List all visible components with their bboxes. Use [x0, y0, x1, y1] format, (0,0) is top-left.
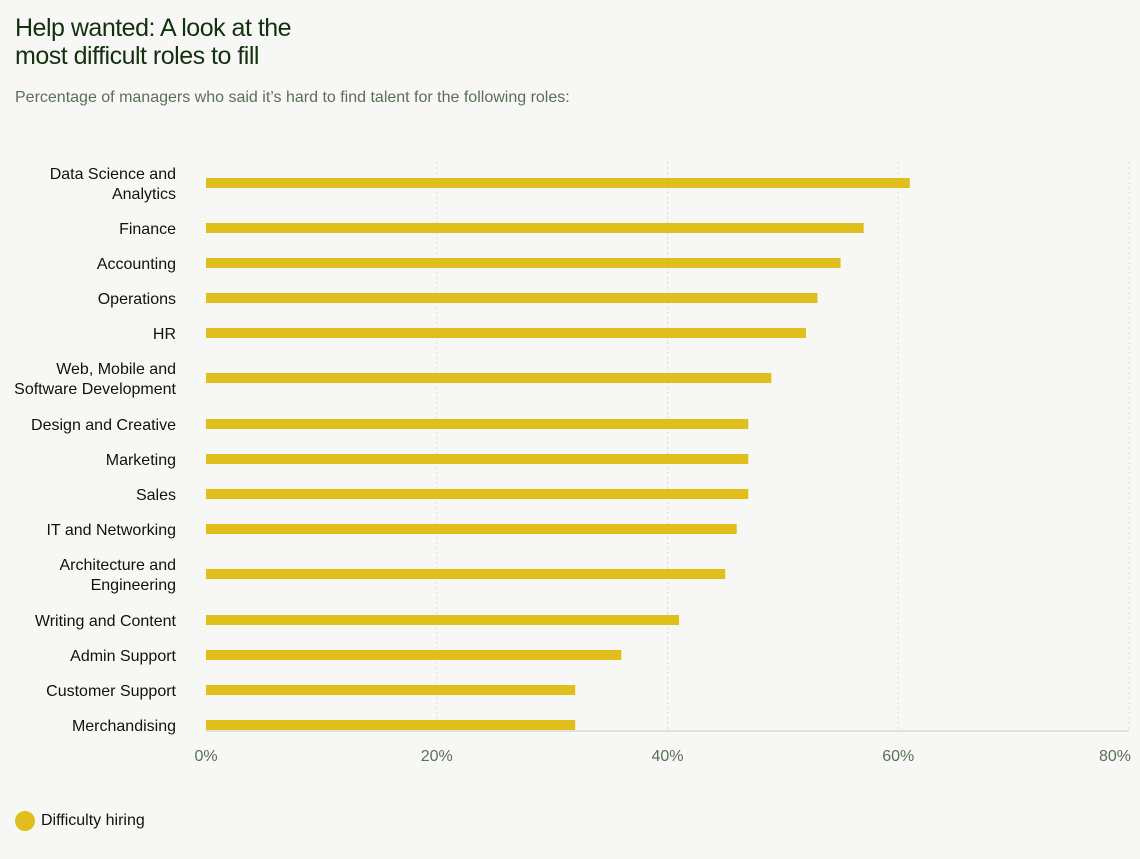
- category-label: Data Science and Analytics: [50, 166, 176, 203]
- category-label: Admin Support: [70, 648, 176, 665]
- bar: [206, 489, 749, 499]
- bar-chart: 0% 20% 40% 60% 80% Data Science and Analytics F…: [14, 162, 1131, 765]
- legend-swatch: [15, 811, 35, 831]
- bar: [206, 569, 726, 579]
- bar: [206, 685, 576, 695]
- legend: Difficulty hiring: [15, 811, 145, 831]
- bar: [206, 615, 680, 625]
- bar: [206, 650, 622, 660]
- bar: [206, 223, 864, 233]
- category-label: Marketing: [106, 452, 176, 469]
- category-label: Web, Mobile and Software Development: [14, 361, 176, 398]
- category-label-line: Data Science and: [50, 166, 176, 183]
- category-label: HR: [153, 326, 176, 343]
- category-label: Finance: [119, 221, 176, 238]
- category-label: Design and Creative: [31, 417, 176, 434]
- x-tick-label: 60%: [882, 748, 914, 765]
- bar: [206, 258, 841, 268]
- category-label: Accounting: [97, 256, 176, 273]
- chart-title: Help wanted: A look at the most difficul…: [15, 14, 292, 70]
- x-tick-label: 0%: [194, 748, 217, 765]
- chart-subtitle: Percentage of managers who said it’s har…: [15, 89, 570, 106]
- category-label: Sales: [136, 487, 176, 504]
- bar: [206, 419, 749, 429]
- bar: [206, 454, 749, 464]
- category-label-line: Analytics: [112, 186, 176, 203]
- bar: [206, 524, 737, 534]
- category-label: Merchandising: [72, 718, 176, 735]
- category-label: Writing and Content: [35, 613, 177, 630]
- category-label-line: Engineering: [91, 577, 176, 594]
- bar: [206, 720, 576, 730]
- category-label-line: Web, Mobile and: [56, 361, 176, 378]
- chart-title-line-2: most difficult roles to fill: [15, 42, 259, 70]
- legend-label: Difficulty hiring: [41, 812, 145, 829]
- bar: [206, 373, 772, 383]
- x-tick-label: 80%: [1099, 748, 1131, 765]
- category-label: Architecture and Engineering: [59, 557, 176, 594]
- x-tick-label: 40%: [651, 748, 683, 765]
- category-label: IT and Networking: [46, 522, 176, 539]
- category-label-line: Architecture and: [59, 557, 176, 574]
- category-label: Operations: [98, 291, 176, 308]
- bar: [206, 293, 818, 303]
- category-label: Customer Support: [46, 683, 176, 700]
- x-tick-label: 20%: [421, 748, 453, 765]
- chart-title-line-1: Help wanted: A look at the: [15, 14, 292, 42]
- bar: [206, 328, 806, 338]
- bar: [206, 178, 910, 188]
- category-label-line: Software Development: [14, 381, 176, 398]
